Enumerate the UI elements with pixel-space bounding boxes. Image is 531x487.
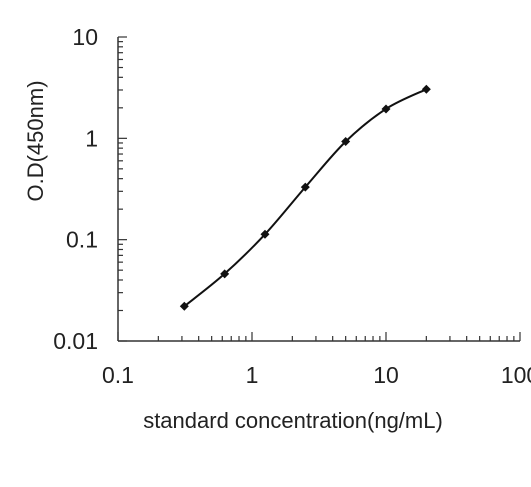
x-tick-label: 0.1	[102, 362, 134, 388]
y-tick-label: 1	[85, 125, 98, 151]
data-point	[341, 137, 351, 147]
x-axis-title: standard concentration(ng/mL)	[143, 408, 443, 433]
x-tick-label: 10	[373, 362, 399, 388]
data-point	[260, 229, 270, 239]
data-point	[421, 84, 431, 94]
data-point	[220, 269, 230, 279]
axes	[117, 37, 520, 342]
y-axis-title: O.D(450nm)	[23, 80, 48, 201]
tick-marks	[117, 36, 521, 342]
x-tick-label: 1	[246, 362, 259, 388]
data-point	[300, 182, 310, 192]
x-tick-label: 100	[501, 362, 531, 388]
data-point	[179, 301, 189, 311]
y-tick-label: 10	[72, 24, 98, 50]
y-tick-label: 0.01	[53, 328, 98, 354]
series-layer	[179, 84, 431, 311]
data-point	[381, 104, 391, 114]
y-tick-label: 0.1	[66, 227, 98, 253]
